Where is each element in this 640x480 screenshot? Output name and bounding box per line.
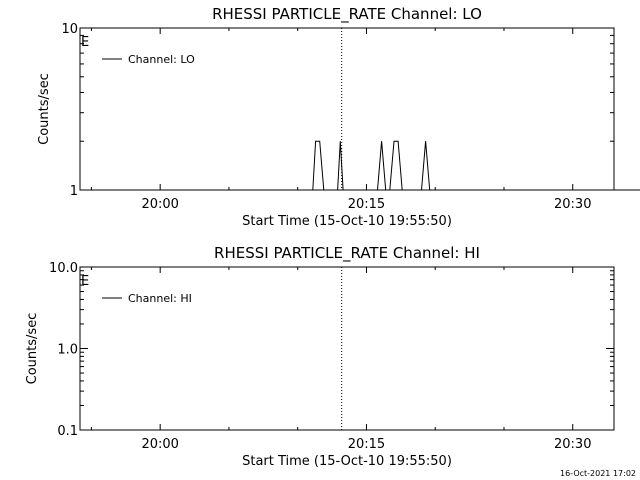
series-line-1 [312, 140, 640, 191]
y-axis-label: Counts/sec [25, 313, 40, 385]
y-tick-label: 1 [70, 184, 78, 199]
left-edge-marker: E [81, 35, 89, 50]
y-tick-label: 0.1 [57, 424, 78, 439]
chart-title: RHESSI PARTICLE_RATE Channel: HI [214, 244, 480, 263]
y-tick-label: 1.0 [57, 343, 78, 358]
footer-timestamp: 16-Oct-2021 17:02 [560, 469, 636, 478]
legend-entry: Channel: LO [128, 53, 195, 66]
x-axis-label: Start Time (15-Oct-10 19:55:50) [242, 214, 452, 229]
x-tick-label: 20:30 [554, 437, 591, 452]
left-edge-marker: E [81, 274, 89, 289]
x-tick-label: 20:00 [141, 437, 178, 452]
x-axis-label: Start Time (15-Oct-10 19:55:50) [242, 454, 452, 469]
chart-panel-1: RHESSI PARTICLE_RATE Channel: LO 20:00 20:… [37, 5, 640, 229]
x-tick-label: 20:00 [141, 197, 178, 212]
x-tick-label: 20:30 [554, 197, 591, 212]
y-tick-label: 10 [61, 22, 78, 37]
legend-entry: Channel: HI [128, 292, 192, 305]
x-tick-label: 20:15 [348, 437, 385, 452]
chart-panel-2: RHESSI PARTICLE_RATE Channel: HI 20:00 20:… [25, 244, 615, 469]
x-tick-label: 20:15 [348, 197, 385, 212]
chart-title: RHESSI PARTICLE_RATE Channel: LO [212, 5, 482, 24]
y-axis-label: Counts/sec [37, 73, 52, 145]
y-tick-label: 10.0 [49, 261, 78, 276]
